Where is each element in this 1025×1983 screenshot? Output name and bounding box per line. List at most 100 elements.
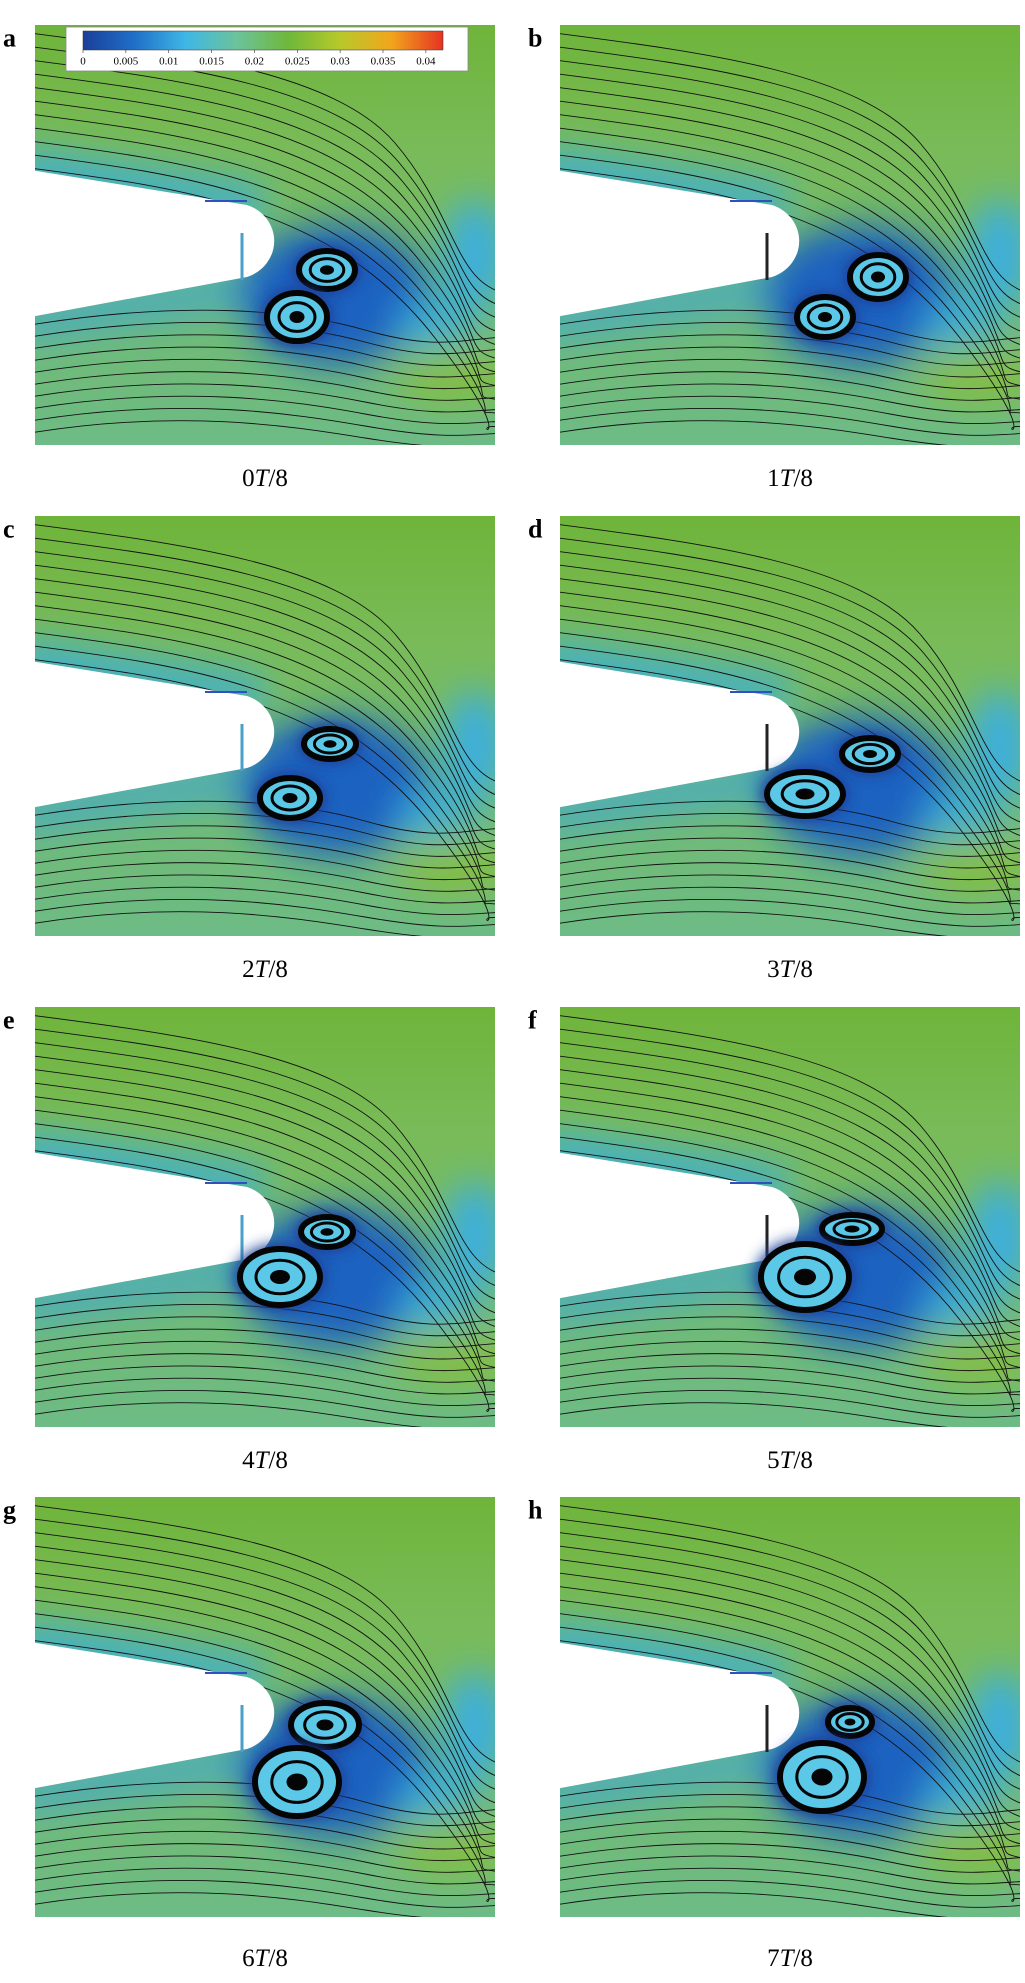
streamline bbox=[560, 100, 1020, 359]
body bbox=[560, 661, 800, 808]
colorbar-tick-label: 0.015 bbox=[199, 56, 224, 68]
streamline bbox=[35, 537, 495, 796]
streamline bbox=[35, 1377, 495, 1407]
streamline bbox=[35, 1806, 495, 1838]
body bbox=[35, 661, 275, 808]
streamline bbox=[35, 849, 495, 881]
streamline bbox=[560, 1613, 1020, 1872]
streamline bbox=[560, 1340, 1020, 1372]
streamline bbox=[560, 632, 1020, 891]
streamline bbox=[560, 322, 1020, 355]
streamline bbox=[35, 898, 495, 927]
caption-part: T bbox=[255, 465, 271, 492]
caption-part: T bbox=[255, 1447, 271, 1474]
streamline bbox=[35, 591, 495, 850]
streamline bbox=[35, 1855, 495, 1885]
wake bbox=[395, 1767, 475, 1827]
streamline bbox=[35, 1843, 495, 1873]
vortex bbox=[309, 1221, 345, 1243]
streamline bbox=[560, 1389, 1020, 1418]
streamline bbox=[560, 659, 1020, 921]
streamline bbox=[35, 578, 495, 836]
streamline bbox=[560, 837, 1020, 869]
streamline bbox=[35, 1545, 495, 1804]
shear bbox=[395, 836, 495, 896]
streamline bbox=[560, 825, 1020, 857]
streamline bbox=[35, 60, 495, 318]
vortex bbox=[851, 742, 889, 766]
caption-part: 2 bbox=[242, 956, 255, 983]
panel bbox=[35, 25, 495, 445]
streamline bbox=[560, 605, 1020, 864]
streamline bbox=[35, 168, 495, 430]
streamline bbox=[560, 1572, 1020, 1831]
streamline bbox=[35, 1150, 495, 1412]
caption-part: /8 bbox=[793, 956, 812, 983]
panel bbox=[560, 1007, 1020, 1427]
streamline bbox=[560, 1109, 1020, 1368]
colorbar-tick-label: 0.02 bbox=[245, 56, 264, 68]
streamline bbox=[560, 1328, 1020, 1360]
streamline bbox=[560, 1867, 1020, 1897]
streamline bbox=[560, 334, 1020, 366]
wake bbox=[395, 1277, 475, 1337]
streamline bbox=[560, 1096, 1020, 1355]
caption-part: /8 bbox=[268, 1447, 287, 1474]
streamline bbox=[560, 1028, 1020, 1287]
streamline bbox=[560, 1402, 948, 1427]
streamline bbox=[35, 862, 495, 892]
vortex bbox=[303, 1710, 347, 1740]
vortex bbox=[270, 1760, 324, 1804]
streamline bbox=[35, 1794, 495, 1827]
streamline bbox=[560, 1150, 1020, 1412]
streamline bbox=[560, 1892, 948, 1917]
panel bbox=[560, 25, 1020, 445]
wake bbox=[765, 716, 955, 856]
streamline bbox=[35, 1028, 495, 1287]
streamline bbox=[35, 1532, 495, 1790]
streamline bbox=[560, 309, 1020, 343]
streamline bbox=[560, 862, 1020, 892]
streamline bbox=[560, 395, 1020, 425]
body bbox=[35, 1642, 275, 1789]
streamline bbox=[35, 1304, 495, 1337]
caption: 7T/8 bbox=[767, 1945, 813, 1972]
vortex bbox=[811, 1768, 833, 1786]
streamline bbox=[35, 874, 495, 904]
colorbar-scale bbox=[82, 30, 444, 51]
streamline bbox=[560, 1640, 1020, 1902]
streamline bbox=[35, 524, 495, 782]
panel-label: e bbox=[3, 1005, 15, 1034]
vortex bbox=[832, 1219, 872, 1239]
vortex bbox=[286, 1773, 308, 1791]
panel bbox=[35, 1497, 495, 1917]
vortex bbox=[312, 733, 348, 755]
streamline bbox=[560, 407, 1020, 436]
wake bbox=[445, 200, 495, 310]
caption-part: T bbox=[780, 1945, 796, 1972]
streamline bbox=[560, 87, 1020, 345]
colorbar-tick-label: 0.01 bbox=[159, 56, 178, 68]
panel bbox=[35, 1007, 495, 1427]
vortex bbox=[795, 1755, 849, 1799]
panel-label: h bbox=[528, 1495, 543, 1524]
caption-part: 6 bbox=[242, 1945, 255, 1972]
wake bbox=[920, 295, 1000, 355]
body bbox=[560, 170, 800, 317]
streamline bbox=[35, 551, 495, 809]
shear bbox=[920, 345, 1020, 405]
vortex bbox=[844, 1718, 856, 1726]
streamline bbox=[35, 1586, 495, 1845]
streamline bbox=[560, 358, 1020, 390]
streamline bbox=[560, 1559, 1020, 1817]
body bbox=[35, 170, 275, 317]
streamline bbox=[35, 1867, 495, 1897]
streamline bbox=[35, 1613, 495, 1872]
streamline bbox=[35, 395, 495, 425]
streamline bbox=[35, 1599, 495, 1858]
streamline bbox=[560, 1123, 1020, 1382]
streamline bbox=[35, 659, 495, 921]
streamline bbox=[35, 1316, 495, 1348]
streamline bbox=[560, 346, 1020, 378]
